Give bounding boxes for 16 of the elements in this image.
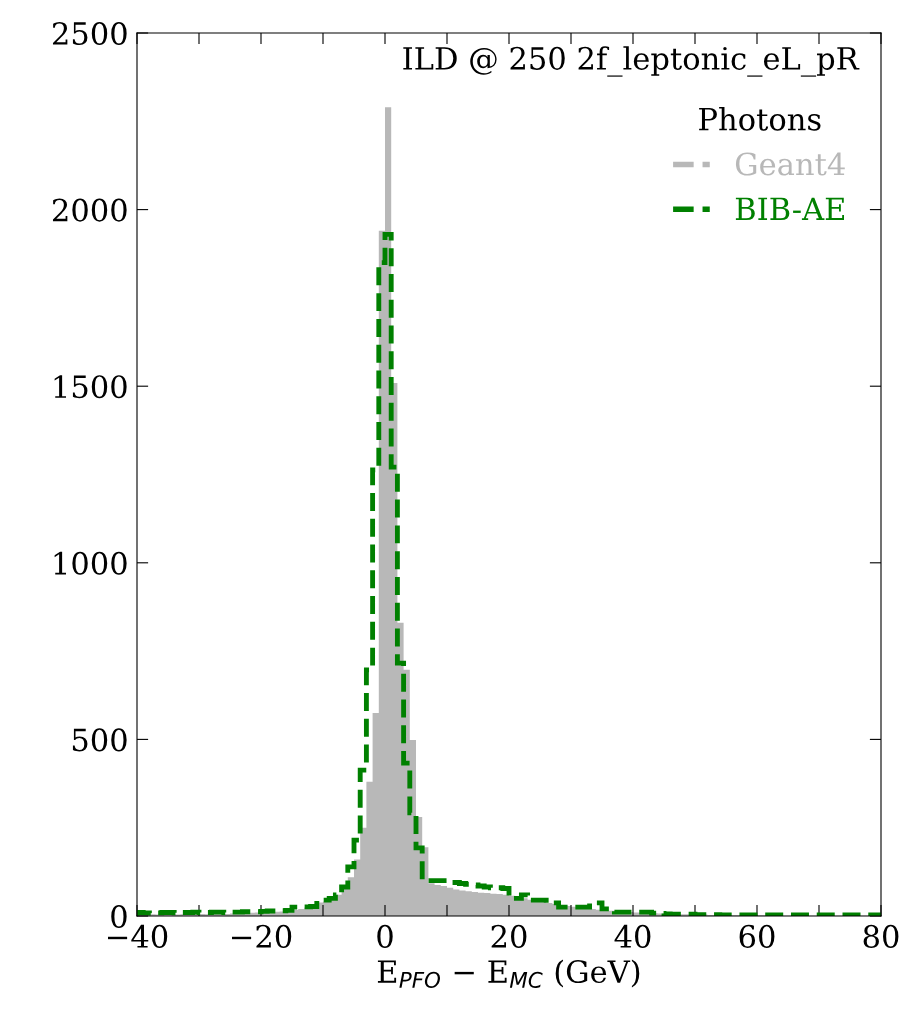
x-tick-label: 80 [863, 924, 899, 948]
x-tick-label: 0 [377, 924, 393, 948]
legend-title: Photons [699, 107, 821, 131]
legend-label: Geant4 [735, 152, 845, 176]
x-axis-title: E$_{PFO}$ − E$_{MC}$ (GeV) [377, 959, 640, 988]
x-tick-label: −20 [231, 924, 292, 948]
y-tick-label: 2000 [52, 198, 127, 222]
x-tick-label: 60 [739, 924, 775, 948]
x-tick-label: 20 [491, 924, 527, 948]
legend-label: BIB-AE [735, 197, 845, 220]
y-tick-label: 500 [72, 728, 127, 752]
y-tick-label: 2500 [52, 21, 127, 46]
y-tick-label: 1000 [54, 551, 127, 575]
chart-title: ILD @ 250 2f_leptonic_eL_pR [403, 46, 860, 77]
x-tick-label: 40 [614, 924, 651, 948]
y-tick-label: 1500 [54, 375, 127, 399]
